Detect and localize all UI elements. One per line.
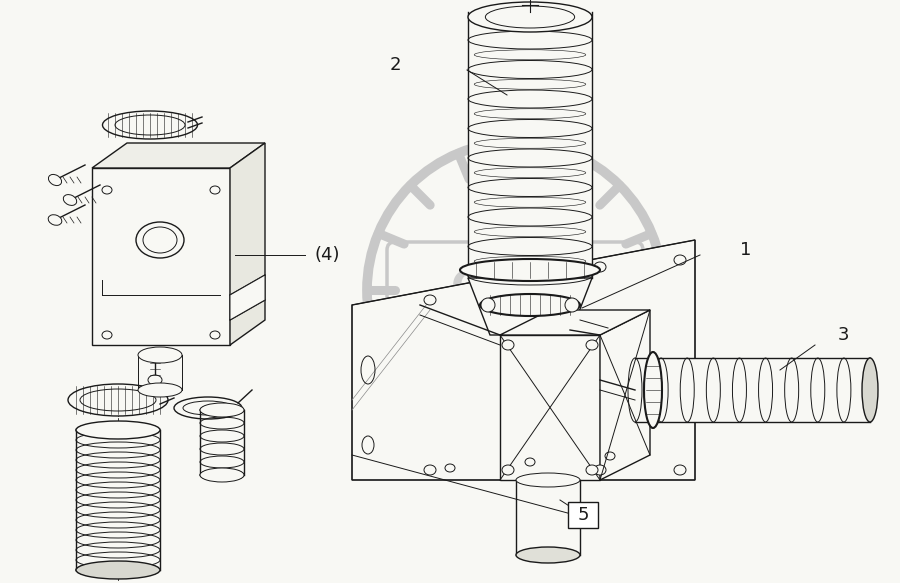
Polygon shape xyxy=(230,143,265,345)
Ellipse shape xyxy=(424,295,436,305)
Ellipse shape xyxy=(445,464,455,472)
Text: 3: 3 xyxy=(838,326,850,344)
Polygon shape xyxy=(352,240,695,480)
Ellipse shape xyxy=(644,352,662,428)
Ellipse shape xyxy=(586,340,598,350)
Ellipse shape xyxy=(63,195,76,205)
Ellipse shape xyxy=(481,298,495,312)
Ellipse shape xyxy=(200,468,244,482)
Ellipse shape xyxy=(674,255,686,265)
Text: 5: 5 xyxy=(577,506,589,524)
Ellipse shape xyxy=(594,465,606,475)
Ellipse shape xyxy=(174,397,242,419)
Ellipse shape xyxy=(136,222,184,258)
Polygon shape xyxy=(600,310,650,480)
Polygon shape xyxy=(468,12,592,278)
Text: OREX: OREX xyxy=(451,269,579,311)
Ellipse shape xyxy=(148,375,162,385)
Ellipse shape xyxy=(502,340,514,350)
Ellipse shape xyxy=(460,259,600,281)
Ellipse shape xyxy=(565,298,579,312)
Polygon shape xyxy=(92,168,230,345)
Ellipse shape xyxy=(200,403,244,417)
Ellipse shape xyxy=(210,331,220,339)
Ellipse shape xyxy=(674,465,686,475)
Ellipse shape xyxy=(76,561,160,579)
Ellipse shape xyxy=(103,111,197,139)
Ellipse shape xyxy=(138,383,182,397)
Ellipse shape xyxy=(594,262,606,272)
Ellipse shape xyxy=(516,473,580,487)
Ellipse shape xyxy=(525,458,535,466)
Text: (4): (4) xyxy=(315,246,340,264)
Ellipse shape xyxy=(468,2,592,32)
Ellipse shape xyxy=(68,384,168,416)
Ellipse shape xyxy=(502,465,514,475)
Ellipse shape xyxy=(49,174,61,185)
Ellipse shape xyxy=(480,294,580,316)
Ellipse shape xyxy=(516,547,580,563)
Ellipse shape xyxy=(102,186,112,194)
Polygon shape xyxy=(230,275,265,320)
Polygon shape xyxy=(92,143,265,168)
FancyBboxPatch shape xyxy=(568,502,598,528)
Ellipse shape xyxy=(102,331,112,339)
Ellipse shape xyxy=(76,421,160,439)
Ellipse shape xyxy=(605,452,615,460)
Polygon shape xyxy=(500,335,600,480)
Polygon shape xyxy=(635,358,870,422)
Ellipse shape xyxy=(49,215,62,225)
Text: 2: 2 xyxy=(389,56,400,74)
Polygon shape xyxy=(500,310,650,335)
Ellipse shape xyxy=(586,465,598,475)
Ellipse shape xyxy=(210,186,220,194)
Ellipse shape xyxy=(424,465,436,475)
Ellipse shape xyxy=(138,347,182,363)
Text: 1: 1 xyxy=(740,241,752,259)
Ellipse shape xyxy=(862,358,878,422)
Polygon shape xyxy=(468,278,592,335)
